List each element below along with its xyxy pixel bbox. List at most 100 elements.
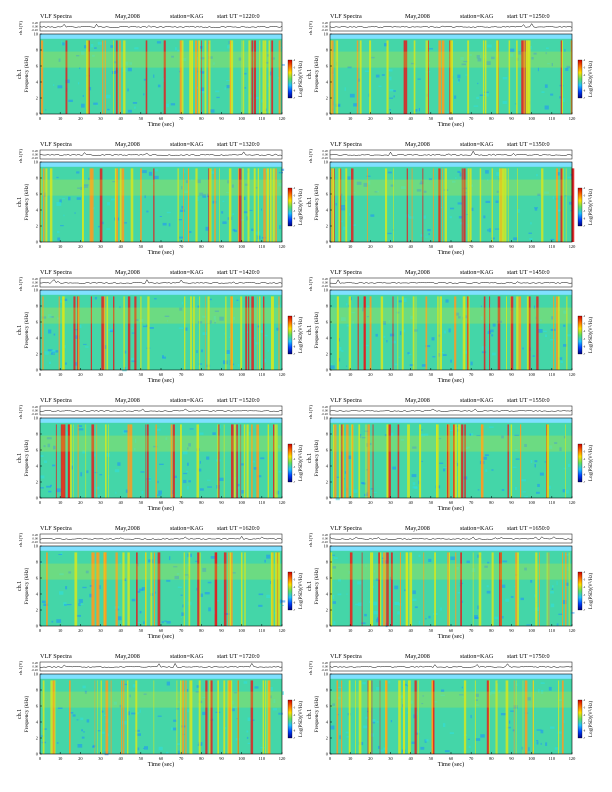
spectrum-speckle (475, 693, 479, 697)
spectrum-speckle (45, 109, 47, 111)
x-tick-label: 80 (489, 756, 494, 761)
spectrum-speckle (482, 456, 487, 460)
sferic-column (205, 680, 208, 754)
spectrum-speckle (358, 78, 361, 82)
spectrum-speckle (158, 490, 162, 495)
spectrum-speckle (188, 443, 191, 447)
channel-side-label: ch.1 (307, 453, 313, 463)
amplitude-tick-label: 0.00 (322, 281, 328, 285)
sferic-column (447, 552, 449, 626)
spectrum-speckle (334, 557, 338, 559)
sferic-column (515, 552, 518, 626)
spectrum-speckle (168, 223, 171, 227)
spectrum-speckle (410, 315, 414, 320)
spectrum-speckle (48, 361, 51, 365)
spectrum-speckle (387, 232, 392, 235)
sferic-column (517, 552, 519, 626)
spectrum-speckle (184, 574, 189, 576)
sferic-column (275, 552, 278, 626)
spectrum-speckle (40, 487, 44, 489)
spectrogram-top-band (330, 546, 572, 551)
colorbar-tick-label: -3 (293, 67, 296, 70)
spectrogram-background (330, 290, 572, 370)
spectrum-speckle (164, 315, 170, 317)
panel-station: station=KAG (170, 269, 204, 276)
spectrum-speckle (142, 170, 147, 174)
spectrum-speckle (469, 433, 471, 436)
sferic-column (342, 424, 344, 498)
colorbar-tick-label: -6 (583, 473, 586, 476)
spectrum-speckle (418, 554, 421, 558)
spectrum-speckle (484, 454, 489, 456)
panel-start-ut: start UT =1620:0 (217, 525, 260, 532)
panel-station: station=KAG (460, 141, 494, 148)
colorbar (287, 571, 293, 611)
spectrum-speckle (92, 54, 95, 57)
amplitude-axis-label: ch.1(V) (18, 20, 23, 35)
colorbar-tick-label: -3 (293, 451, 296, 454)
sferic-column (237, 680, 239, 754)
sferic-column (170, 424, 173, 498)
x-tick-label: 30 (388, 756, 393, 761)
sferic-column (467, 296, 469, 370)
colorbar-label: Log(PSD)(V²/Hz) (588, 61, 594, 98)
spectrum-speckle (444, 750, 450, 753)
spectrum-speckle (53, 333, 56, 336)
spectrum-speckle (166, 320, 168, 322)
sferic-column (349, 552, 353, 626)
sferic-column (223, 424, 225, 498)
y-tick-label: 2 (36, 224, 38, 229)
spectrum-speckle (272, 708, 277, 711)
colorbar-tick-label: -2 (583, 315, 586, 318)
spectrum-speckle (420, 433, 426, 437)
sferic-column (565, 552, 567, 626)
amplitude-trace (329, 536, 572, 540)
spectrum-speckle (465, 315, 469, 319)
sferic-column (409, 552, 413, 626)
spectrum-speckle (123, 578, 127, 581)
x-tick-label: 0 (39, 500, 42, 505)
spectrum-speckle (118, 616, 122, 621)
panel-date: May,2008 (405, 653, 430, 660)
spectrum-speckle (43, 192, 47, 197)
x-tick-label: 80 (199, 116, 204, 121)
sferic-column (524, 680, 528, 754)
spectrum-speckle (58, 58, 61, 62)
x-tick-label: 40 (118, 756, 123, 761)
y-axis-label: Frequency (kHz) (313, 183, 320, 220)
colorbar (577, 315, 583, 355)
spectrum-speckle (466, 446, 470, 449)
sferic-column (197, 552, 200, 626)
panel-station: station=KAG (460, 653, 494, 660)
spectrum-speckle (276, 327, 280, 331)
x-tick-label: 70 (179, 500, 184, 505)
sferic-column (43, 168, 45, 242)
spectrogram-panel: VLF Spectra May,2008 station=KAG start UT =… (307, 525, 594, 640)
spectrum-speckle (198, 321, 203, 324)
spectrum-speckle (566, 334, 572, 337)
y-tick-label: 6 (326, 448, 329, 453)
spectrum-speckle (477, 605, 480, 610)
colorbar-tick-label: -5 (583, 722, 586, 725)
spectrum-speckle (80, 717, 84, 721)
colorbar-label: Log(PSD)(V²/Hz) (298, 701, 304, 738)
spectrum-speckle (80, 472, 83, 477)
colorbar-tick-label: -6 (583, 729, 586, 732)
spectrum-speckle (176, 743, 181, 745)
spectrum-speckle (166, 621, 171, 624)
spectrum-speckle (169, 556, 171, 561)
spectrum-speckle (500, 713, 506, 716)
spectrum-speckle (134, 438, 137, 443)
sferic-column (270, 552, 274, 626)
sferic-column (369, 40, 372, 114)
spectrum-speckle (56, 317, 61, 320)
sferic-column (184, 296, 186, 370)
spectrum-speckle (479, 94, 485, 96)
spectrum-speckle (363, 725, 368, 729)
sferic-column (239, 168, 242, 242)
spectrum-speckle (400, 439, 404, 441)
amplitude-tick-label: 0.20 (32, 533, 38, 537)
spectrum-speckle (330, 725, 335, 730)
spectrum-speckle (227, 217, 230, 220)
spectrum-speckle (222, 221, 227, 224)
